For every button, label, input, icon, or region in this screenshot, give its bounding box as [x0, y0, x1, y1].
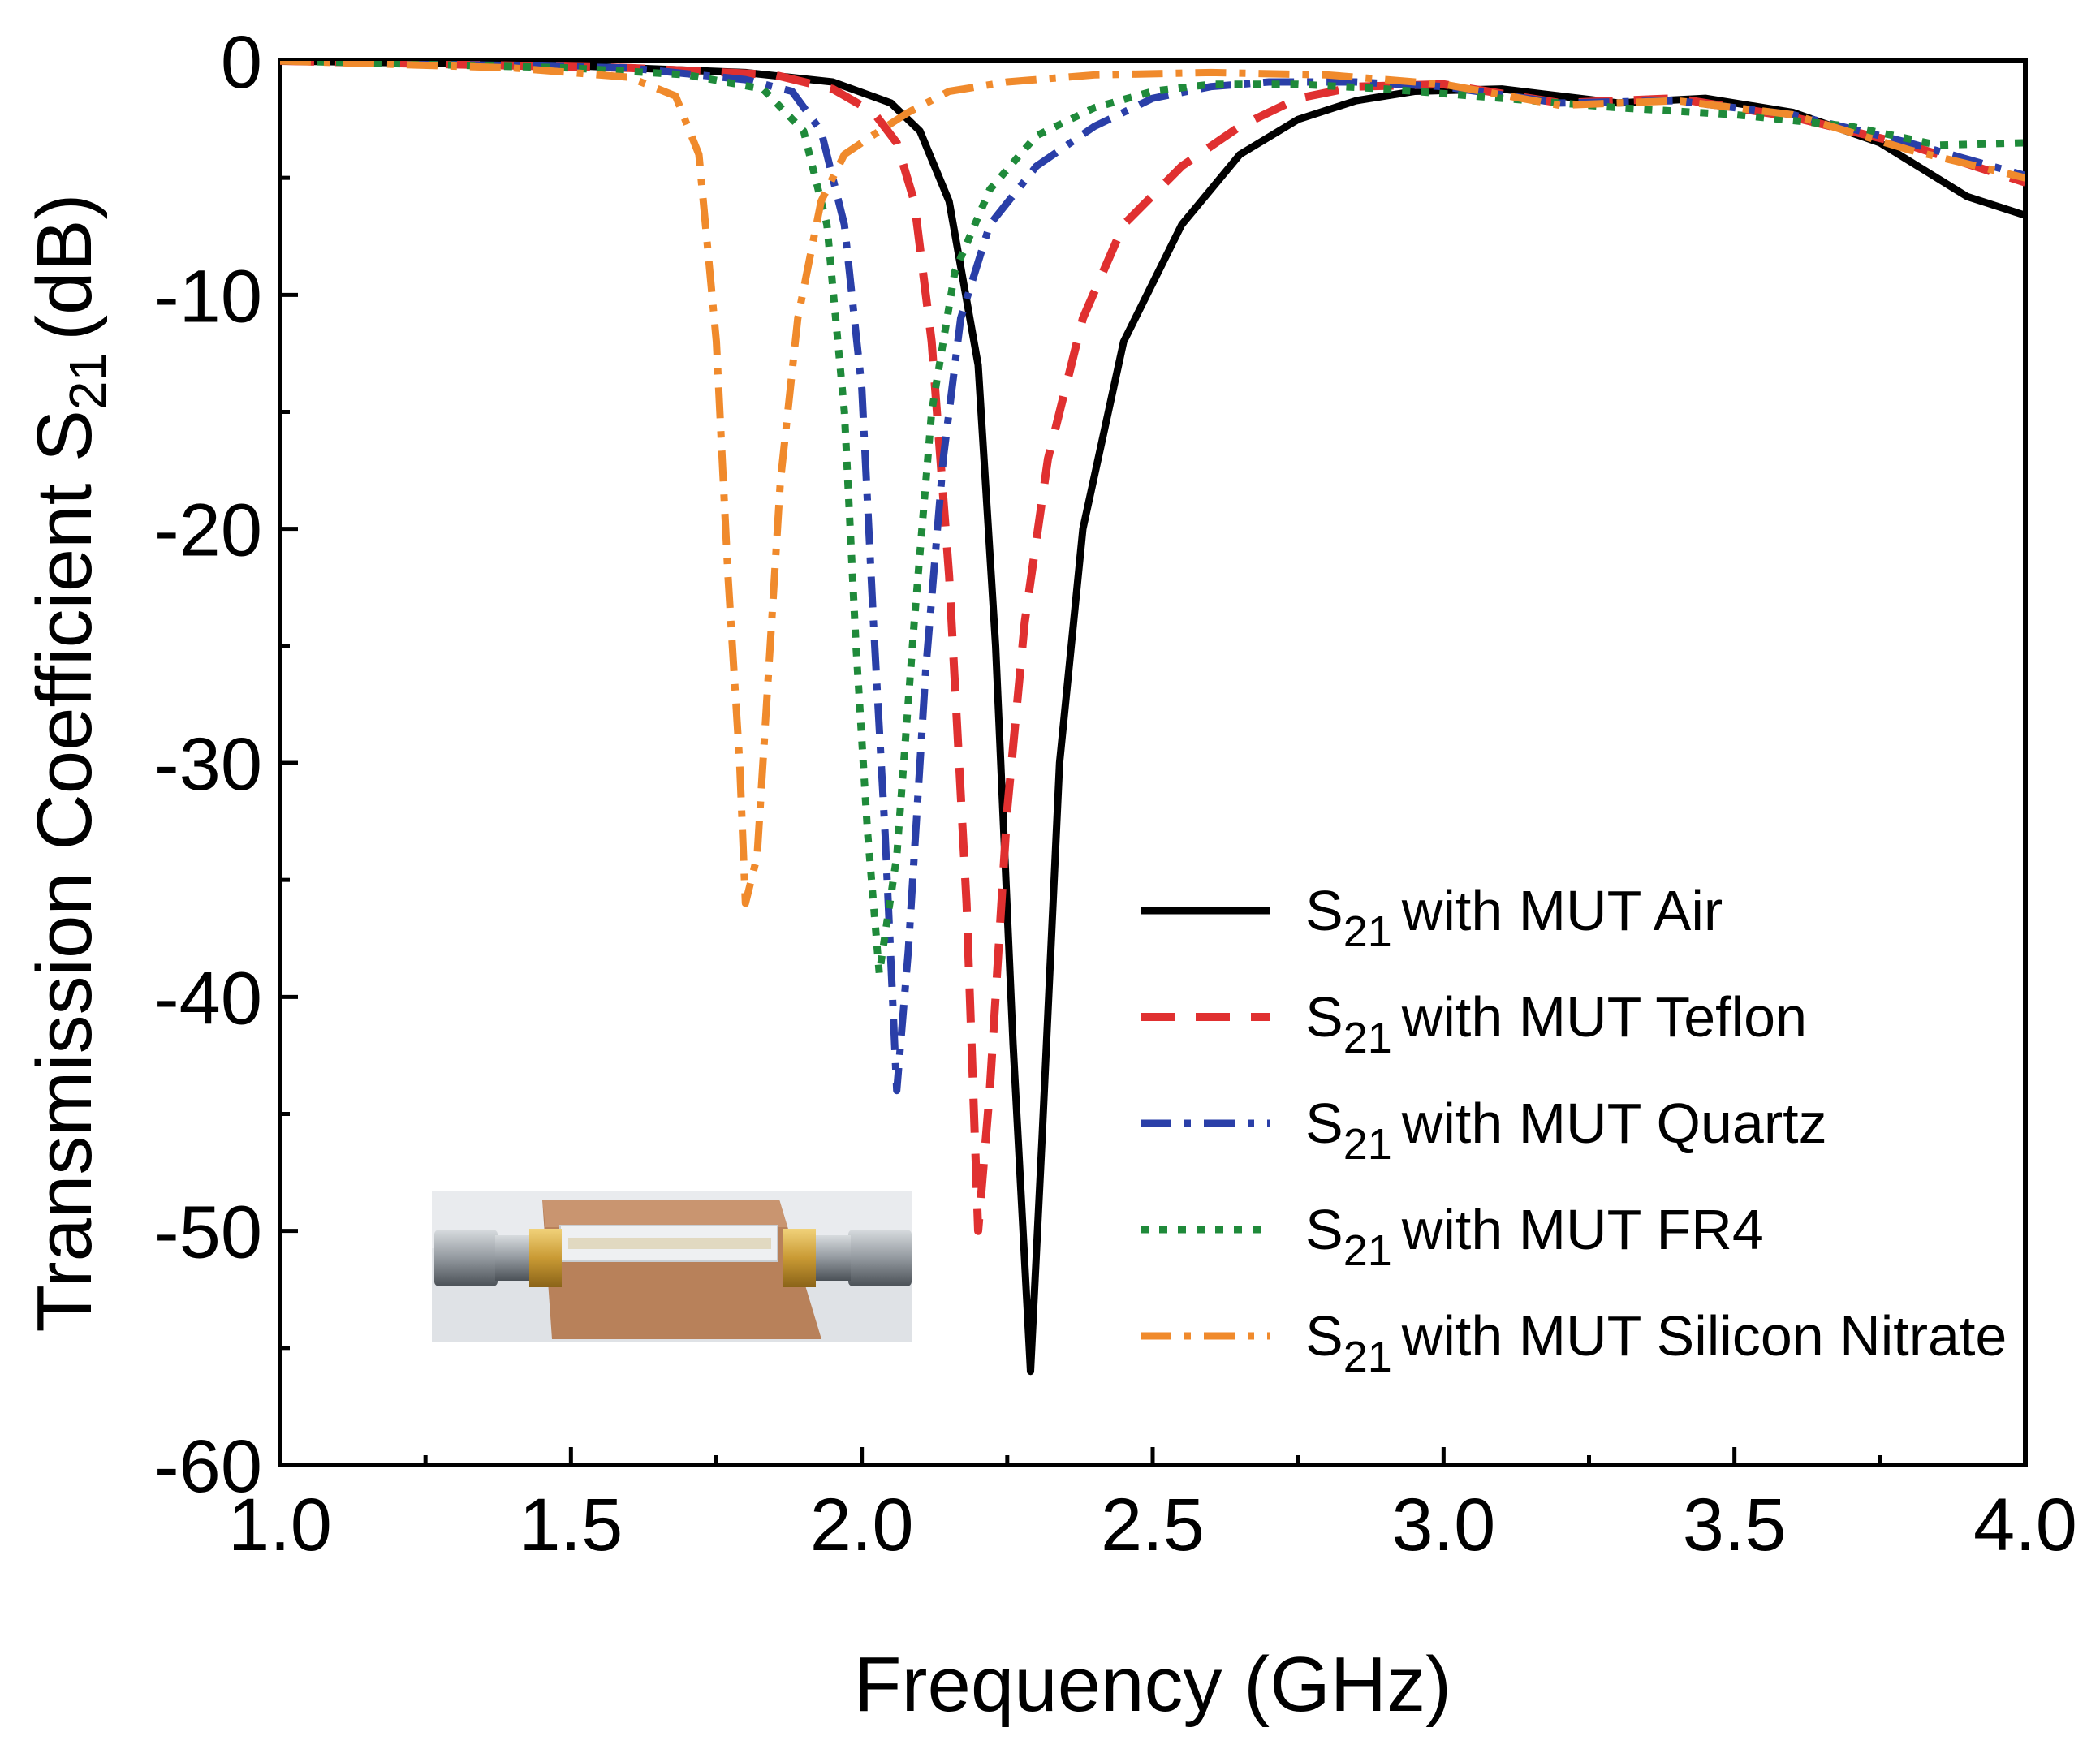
y-tick-label: -40 [154, 957, 262, 1040]
axes: 1.0 1.5 2.0 2.5 3.0 3.5 4.0 0 -10 -20 -30 -40 -50 -60 [154, 21, 2077, 1566]
legend-label-text: with MUT Air [1401, 879, 1723, 942]
legend-label-prefix: S [1305, 879, 1343, 942]
legend-label-4: S21 with MUT Silicon Nitrate [1305, 1304, 2007, 1381]
legend-label-text: with MUT FR4 [1401, 1198, 1764, 1261]
legend-label-prefix: S [1305, 985, 1343, 1049]
y-tick-label: -50 [154, 1191, 262, 1274]
y-axis-title-main: Transmission Coefficient S [21, 410, 108, 1332]
y-tick-label: -30 [154, 723, 262, 806]
legend-label-subscript: 21 [1343, 907, 1392, 956]
y-tick-label: -20 [154, 489, 262, 572]
legend-label-text: with MUT Teflon [1401, 985, 1807, 1049]
inset-photo-sensor [432, 1191, 912, 1342]
x-tick-label: 2.5 [1101, 1484, 1205, 1566]
y-axis-title-subscript: 21 [58, 352, 117, 410]
series-line-1 [280, 61, 2025, 1235]
legend-label-prefix: S [1305, 1304, 1343, 1368]
legend-label-subscript: 21 [1343, 1226, 1392, 1275]
series-line-4 [280, 61, 2025, 907]
x-tick-label: 3.5 [1683, 1484, 1787, 1566]
x-tick-label: 1.0 [228, 1484, 332, 1566]
y-tick-label: 0 [221, 21, 262, 104]
legend-label-prefix: S [1305, 1092, 1343, 1155]
legend-label-text: with MUT Quartz [1401, 1092, 1827, 1155]
series-line-0 [280, 61, 2025, 1376]
y-axis-title-unit: (dB) [21, 194, 108, 341]
legend-label-subscript: 21 [1343, 1120, 1392, 1169]
legend-label-2: S21 with MUT Quartz [1305, 1092, 1827, 1169]
x-tick-label: 2.0 [810, 1484, 914, 1566]
series-layer [280, 61, 2025, 1376]
x-tick-label: 3.0 [1391, 1484, 1495, 1566]
y-axis-title: Transmission Coefficient S21 (dB) [21, 194, 117, 1333]
legend-label-0: S21 with MUT Air [1305, 879, 1723, 956]
legend-label-1: S21 with MUT Teflon [1305, 985, 1807, 1062]
series-line-2 [280, 61, 2025, 1095]
x-tick-label: 1.5 [519, 1484, 623, 1566]
legend-label-3: S21 with MUT FR4 [1305, 1198, 1764, 1275]
x-tick-label: 4.0 [1973, 1484, 2077, 1566]
legend-label-text: with MUT Silicon Nitrate [1401, 1304, 2007, 1368]
legend-label-subscript: 21 [1343, 1333, 1392, 1381]
legend-label-prefix: S [1305, 1198, 1343, 1261]
series-line-3 [280, 61, 2025, 977]
x-axis-title: Frequency (GHz) [854, 1641, 1451, 1728]
legend-label-subscript: 21 [1343, 1014, 1392, 1062]
y-tick-label: -60 [154, 1425, 262, 1508]
y-tick-label: -10 [154, 255, 262, 338]
